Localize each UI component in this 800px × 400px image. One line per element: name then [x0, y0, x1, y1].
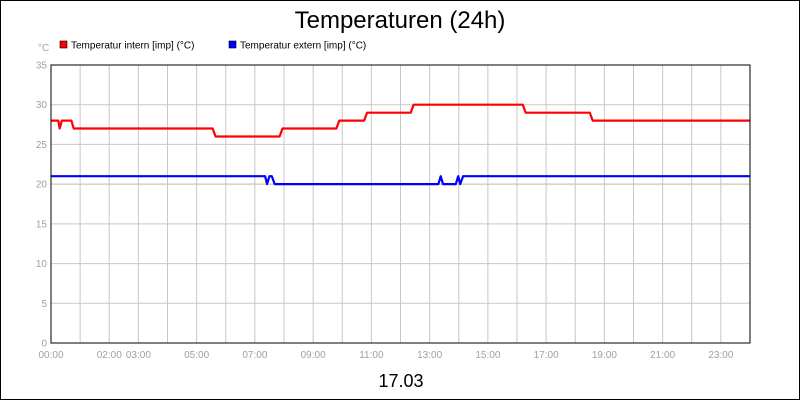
- legend-swatch: [228, 40, 237, 49]
- y-tick-label: 20: [36, 180, 48, 191]
- x-tick-label: 17:00: [534, 350, 559, 361]
- y-tick-label: 25: [36, 140, 48, 151]
- x-tick-label: 23:00: [708, 350, 733, 361]
- x-axis-date-label: 17.03: [378, 371, 423, 391]
- legend-swatch: [59, 40, 68, 49]
- y-axis-unit: °C: [38, 43, 49, 54]
- x-tick-label: 09:00: [301, 350, 326, 361]
- y-tick-label: 10: [36, 259, 48, 270]
- series-line-1: [51, 103, 750, 138]
- x-tick-label: 11:00: [359, 350, 384, 361]
- chart-title: Temperaturen (24h): [295, 7, 506, 34]
- y-axis-ticks: 0 5 10 15 20 25 30 35: [36, 61, 48, 350]
- x-tick-label: 19:00: [592, 350, 617, 361]
- x-tick-label: 00:00: [38, 350, 63, 361]
- legend-label: Temperatur extern [imp] (°C): [240, 41, 366, 52]
- plot-area-border: [50, 64, 751, 344]
- x-axis-ticks: 00:00 02:00 03:00 05:00 07:00 09:00 11:00 13:00…: [38, 350, 733, 361]
- series-line-2: [51, 175, 750, 186]
- y-tick-label: 5: [41, 299, 47, 310]
- legend: Temperatur intern [imp] (°C) Temperatur e…: [59, 40, 366, 52]
- y-tick-label: 0: [41, 339, 47, 350]
- series-layer: [51, 103, 750, 186]
- x-tick-label: 03:00: [126, 350, 151, 361]
- x-tick-label: 15:00: [475, 350, 500, 361]
- x-tick-label: 21:00: [650, 350, 675, 361]
- x-tick-label: 02:00: [97, 350, 122, 361]
- y-tick-label: 15: [36, 219, 48, 230]
- legend-label: Temperatur intern [imp] (°C): [71, 41, 194, 52]
- x-tick-label: 05:00: [184, 350, 209, 361]
- y-tick-label: 30: [36, 100, 48, 111]
- x-tick-label: 13:00: [417, 350, 442, 361]
- x-tick-label: 07:00: [242, 350, 267, 361]
- grid: [51, 65, 750, 343]
- y-tick-label: 35: [36, 61, 48, 72]
